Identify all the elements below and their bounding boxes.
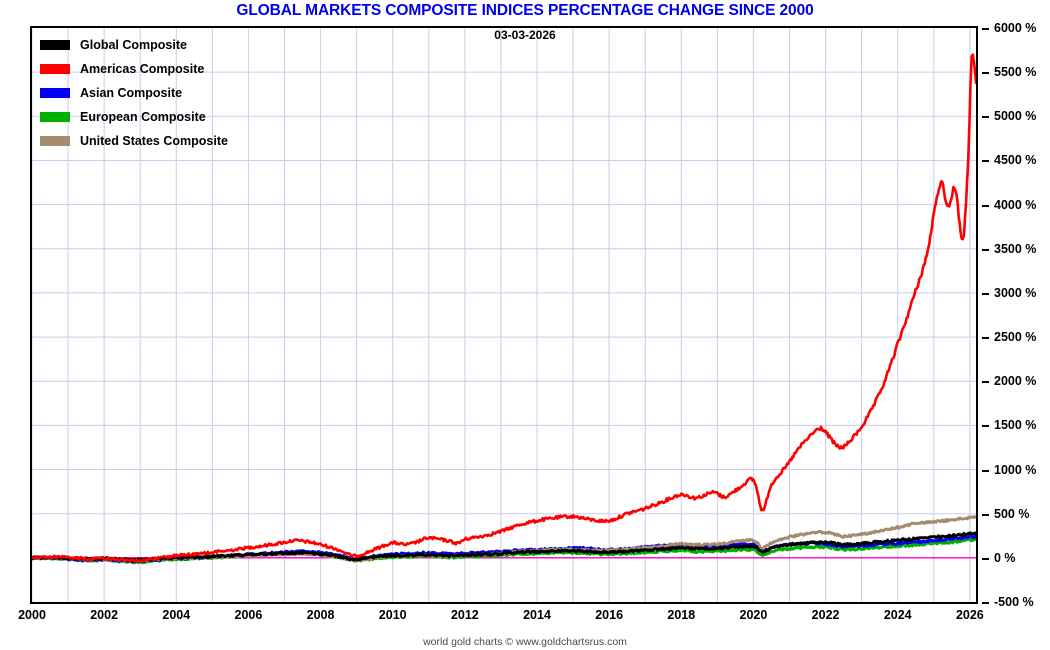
y-axis-tick — [982, 337, 989, 340]
legend-color-swatch — [40, 64, 70, 74]
x-axis-label: 2012 — [450, 608, 479, 622]
plot-area: Global Composite Americas Composite Asian … — [30, 26, 978, 604]
x-axis-label: 2022 — [811, 608, 840, 622]
legend-item-label: Asian Composite — [80, 86, 183, 100]
y-axis-label: 1500 % — [994, 418, 1037, 433]
x-axis-label: 2010 — [378, 608, 407, 622]
y-axis-tick — [982, 292, 989, 295]
x-axis-label: 2024 — [883, 608, 912, 622]
legend-item[interactable]: United States Composite — [40, 132, 228, 150]
y-axis-tick — [982, 28, 989, 30]
y-axis-tick — [982, 381, 989, 384]
y-axis-label: 6000 % — [994, 21, 1037, 35]
legend-color-swatch — [40, 88, 70, 98]
x-axis-label: 2006 — [234, 608, 263, 622]
y-axis-label: 0 % — [994, 550, 1016, 565]
y-axis-tick — [982, 204, 989, 207]
chart-canvas — [32, 28, 976, 602]
series-line — [32, 53, 976, 563]
plot-inner — [32, 28, 976, 602]
y-axis-tick — [982, 602, 989, 604]
y-axis-tick — [982, 513, 989, 516]
y-axis-tick — [982, 160, 989, 163]
legend-item[interactable]: Americas Composite — [40, 60, 228, 78]
legend-item-label: Americas Composite — [80, 62, 205, 76]
y-axis-tick — [982, 425, 989, 428]
x-axis-label: 2008 — [306, 608, 335, 622]
x-axis-label: 2004 — [162, 608, 191, 622]
legend-color-swatch — [40, 136, 70, 146]
x-axis: 2000 2002 2004 2006 2008 2010 2012 2014 2016 2018… — [0, 608, 1050, 632]
y-axis-label: 3500 % — [994, 241, 1037, 256]
chart-legend: Global Composite Americas Composite Asian … — [40, 36, 228, 156]
y-axis-label: -500 % — [994, 595, 1034, 609]
date-stamp: 03-03-2026 — [494, 28, 556, 42]
y-axis-label: 2500 % — [994, 330, 1037, 345]
x-axis-label: 2016 — [595, 608, 624, 622]
y-axis-label: 1000 % — [994, 462, 1037, 477]
x-axis-label: 2020 — [739, 608, 768, 622]
legend-item[interactable]: Asian Composite — [40, 84, 228, 102]
y-axis-label: 4500 % — [994, 153, 1037, 168]
y-axis-label: 3000 % — [994, 285, 1037, 300]
page-title: GLOBAL MARKETS COMPOSITE INDICES PERCENT… — [236, 2, 814, 19]
x-axis-label: 2018 — [667, 608, 696, 622]
footer-credit: world gold charts © www.goldchartsrus.co… — [423, 636, 627, 648]
y-axis-label: 5000 % — [994, 109, 1037, 124]
legend-color-swatch — [40, 112, 70, 122]
legend-item-label: Global Composite — [80, 38, 187, 52]
x-axis-label: 2026 — [955, 608, 984, 622]
legend-color-swatch — [40, 40, 70, 50]
y-axis-label: 500 % — [994, 506, 1030, 521]
x-axis-label: 2000 — [18, 608, 46, 622]
y-axis-label: 2000 % — [994, 374, 1037, 389]
y-axis-tick — [982, 116, 989, 119]
y-axis: 6000 % 5500 % 5000 % 4500 % 4000 % 3500 % 3000… — [982, 0, 1050, 650]
y-axis-label: 5500 % — [994, 65, 1037, 80]
y-axis-tick — [982, 469, 989, 472]
series-line — [32, 531, 976, 563]
legend-item[interactable]: Global Composite — [40, 36, 228, 54]
legend-item-label: European Composite — [80, 110, 206, 124]
y-axis-tick — [982, 248, 989, 251]
y-axis-label: 4000 % — [994, 197, 1037, 212]
legend-item[interactable]: European Composite — [40, 108, 228, 126]
legend-item-label: United States Composite — [80, 134, 228, 148]
y-axis-tick — [982, 72, 989, 75]
x-axis-label: 2002 — [90, 608, 119, 622]
y-axis-tick — [982, 557, 989, 560]
x-axis-label: 2014 — [523, 608, 551, 622]
